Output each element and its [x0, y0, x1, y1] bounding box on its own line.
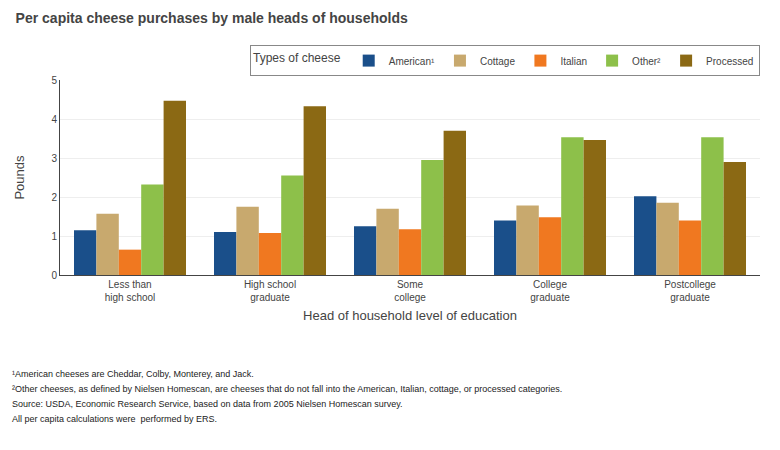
svg-text:Somecollege: Somecollege: [394, 279, 426, 303]
svg-text:Postcollegegraduate: Postcollegegraduate: [664, 279, 716, 303]
svg-text:Types of cheese: Types of cheese: [253, 51, 341, 65]
svg-text:Collegegraduate: Collegegraduate: [530, 279, 570, 303]
svg-text:²Other cheeses, as defined by: ²Other cheeses, as defined by Nielsen Ho…: [12, 384, 562, 394]
svg-text:0: 0: [51, 270, 57, 281]
svg-text:1: 1: [51, 231, 57, 242]
svg-text:Head of household level of edu: Head of household level of education: [303, 308, 517, 323]
svg-text:Processed: Processed: [706, 56, 753, 67]
svg-text:All per capita calculations we: All per capita calculations were perform…: [12, 414, 217, 424]
svg-text:5: 5: [51, 75, 57, 86]
svg-text:4: 4: [51, 114, 57, 125]
svg-text:Less thanhigh school: Less thanhigh school: [105, 279, 156, 303]
svg-text:Source: USDA, Economic Researc: Source: USDA, Economic Research Service,…: [12, 399, 403, 409]
svg-text:Other²: Other²: [632, 56, 661, 67]
svg-text:2: 2: [51, 192, 57, 203]
svg-text:Pounds: Pounds: [12, 155, 27, 200]
svg-text:Italian: Italian: [560, 56, 587, 67]
svg-text:American¹: American¹: [389, 56, 435, 67]
svg-text:Cottage: Cottage: [480, 56, 515, 67]
svg-text:High schoolgraduate: High schoolgraduate: [244, 279, 296, 303]
svg-text:¹American cheeses are Cheddar,: ¹American cheeses are Cheddar, Colby, Mo…: [12, 369, 254, 379]
svg-text:Per capita cheese purchases by: Per capita cheese purchases by male head…: [16, 10, 408, 26]
svg-text:3: 3: [51, 153, 57, 164]
